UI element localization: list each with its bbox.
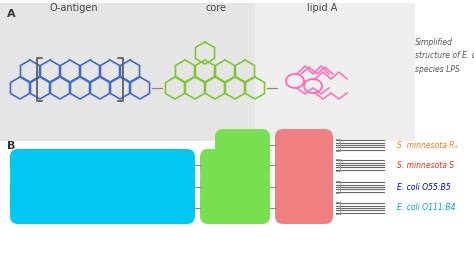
Text: A: A xyxy=(7,9,16,19)
Text: E. coli O55:B5: E. coli O55:B5 xyxy=(397,182,451,192)
FancyBboxPatch shape xyxy=(10,192,195,224)
Text: Simplified
structure of E. coli
species LPS: Simplified structure of E. coli species … xyxy=(415,38,474,74)
FancyBboxPatch shape xyxy=(10,149,195,181)
Text: S. minnesota S: S. minnesota S xyxy=(397,160,454,169)
Text: lipid A: lipid A xyxy=(307,3,337,13)
FancyBboxPatch shape xyxy=(0,3,255,141)
Text: O-antigen: O-antigen xyxy=(49,3,98,13)
Text: core: core xyxy=(205,3,226,13)
FancyBboxPatch shape xyxy=(200,171,270,203)
FancyBboxPatch shape xyxy=(200,192,270,224)
FancyBboxPatch shape xyxy=(10,171,195,203)
FancyBboxPatch shape xyxy=(255,3,415,141)
FancyBboxPatch shape xyxy=(275,129,333,161)
Text: S. minnesota Rₓ: S. minnesota Rₓ xyxy=(397,140,458,150)
FancyBboxPatch shape xyxy=(200,149,270,181)
Text: E. coli O111:B4: E. coli O111:B4 xyxy=(397,204,456,212)
FancyBboxPatch shape xyxy=(215,129,270,161)
FancyBboxPatch shape xyxy=(275,171,333,203)
FancyBboxPatch shape xyxy=(275,149,333,181)
Text: B: B xyxy=(7,141,15,151)
FancyBboxPatch shape xyxy=(275,192,333,224)
